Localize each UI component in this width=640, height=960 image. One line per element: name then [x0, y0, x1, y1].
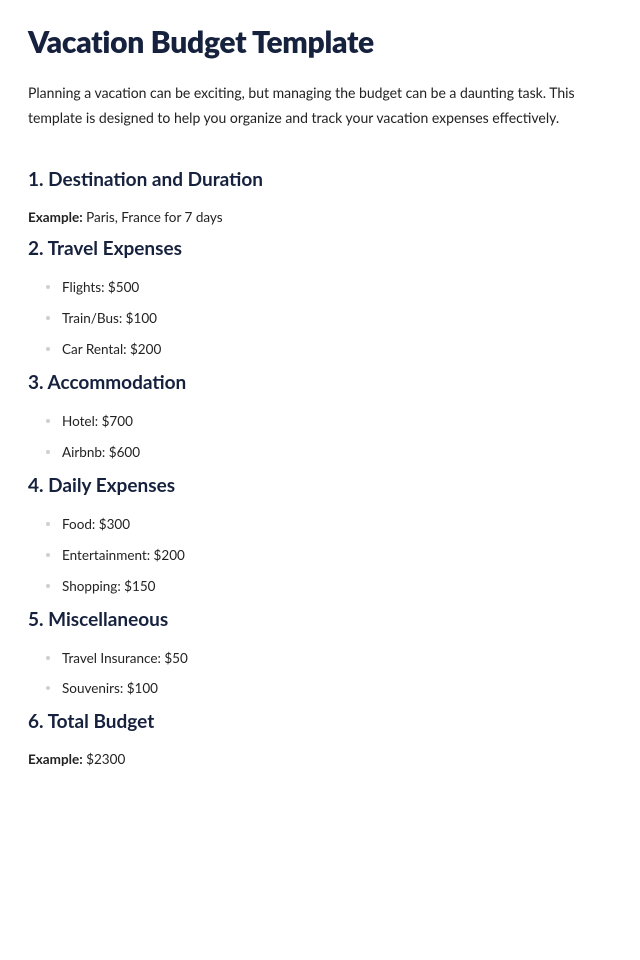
- section-heading: 1. Destination and Duration: [28, 168, 612, 191]
- example-line: Example: $2300: [28, 751, 612, 767]
- section-daily-expenses: 4. Daily Expenses Food: $300 Entertainme…: [28, 474, 612, 596]
- page-title: Vacation Budget Template: [28, 24, 612, 60]
- section-heading: 6. Total Budget: [28, 710, 612, 733]
- list-item: Airbnb: $600: [46, 443, 612, 462]
- section-travel-expenses: 2. Travel Expenses Flights: $500 Train/B…: [28, 237, 612, 359]
- section-total-budget: 6. Total Budget Example: $2300: [28, 710, 612, 767]
- list-item: Entertainment: $200: [46, 546, 612, 565]
- expense-list: Travel Insurance: $50 Souvenirs: $100: [28, 649, 612, 699]
- list-item: Travel Insurance: $50: [46, 649, 612, 668]
- list-item: Hotel: $700: [46, 412, 612, 431]
- section-miscellaneous: 5. Miscellaneous Travel Insurance: $50 S…: [28, 608, 612, 699]
- section-heading: 2. Travel Expenses: [28, 237, 612, 260]
- expense-list: Food: $300 Entertainment: $200 Shopping:…: [28, 515, 612, 596]
- example-value: Paris, France for 7 days: [83, 209, 223, 225]
- section-accommodation: 3. Accommodation Hotel: $700 Airbnb: $60…: [28, 371, 612, 462]
- example-label: Example:: [28, 209, 83, 225]
- example-label: Example:: [28, 751, 83, 767]
- intro-paragraph: Planning a vacation can be exciting, but…: [28, 80, 612, 130]
- expense-list: Hotel: $700 Airbnb: $600: [28, 412, 612, 462]
- list-item: Car Rental: $200: [46, 340, 612, 359]
- list-item: Flights: $500: [46, 278, 612, 297]
- list-item: Souvenirs: $100: [46, 679, 612, 698]
- example-line: Example: Paris, France for 7 days: [28, 209, 612, 225]
- list-item: Food: $300: [46, 515, 612, 534]
- list-item: Train/Bus: $100: [46, 309, 612, 328]
- example-value: $2300: [83, 751, 126, 767]
- list-item: Shopping: $150: [46, 577, 612, 596]
- section-heading: 4. Daily Expenses: [28, 474, 612, 497]
- expense-list: Flights: $500 Train/Bus: $100 Car Rental…: [28, 278, 612, 359]
- section-heading: 3. Accommodation: [28, 371, 612, 394]
- section-heading: 5. Miscellaneous: [28, 608, 612, 631]
- section-destination: 1. Destination and Duration Example: Par…: [28, 168, 612, 225]
